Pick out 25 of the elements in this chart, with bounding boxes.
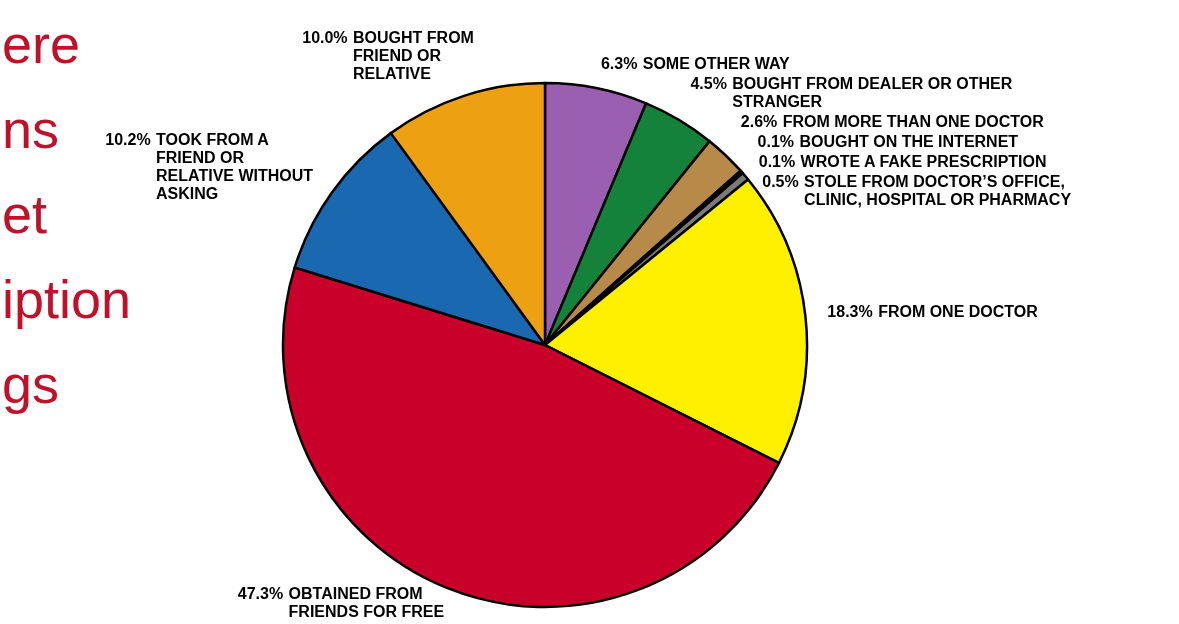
slice-label: FROM ONE DOCTOR (878, 303, 1039, 321)
slice-label: BOUGHT ON THE INTERNET (799, 132, 1019, 150)
data-label: 4.5% (690, 74, 727, 92)
slice-label: STOLE FROM DOCTOR’S OFFICE, CLINIC, HOSPITAL OR PHARMACY (804, 172, 1072, 208)
data-label: 2.6% (740, 112, 778, 130)
slice-label: BOUGHT FROM FRIEND OR RELATIVE (353, 28, 474, 82)
text: ns (2, 99, 60, 159)
slice-label: OBTAINED FROM FRIENDS FOR FREE (288, 585, 445, 620)
data-label: 0.1% (757, 132, 795, 150)
slice-label: FROM MORE THAN ONE DOCTOR (782, 112, 1045, 130)
text: iption (2, 269, 132, 329)
slice-label: BOUGHT FROM DEALER OR OTHER STRANGER (732, 74, 1013, 110)
text: ere (2, 14, 81, 74)
data-label: 0.1% (758, 152, 796, 170)
data-label: 0.5% (762, 172, 799, 190)
slice-label: WROTE A FAKE PRESCRIPTION (800, 152, 1047, 170)
text: gs (2, 354, 60, 414)
text: et (2, 184, 48, 244)
slice-label: TOOK FROM A FRIEND OR RELATIVE WITHOUT ASKING (156, 131, 314, 203)
slice-label: SOME OTHER WAY (642, 54, 791, 72)
data-label: 10.2% (105, 131, 151, 149)
data-label: 10.0% (302, 28, 348, 46)
data-label: 6.3% (600, 54, 638, 72)
data-label: 47.3% (237, 585, 284, 602)
data-label: 18.3% (827, 303, 873, 321)
